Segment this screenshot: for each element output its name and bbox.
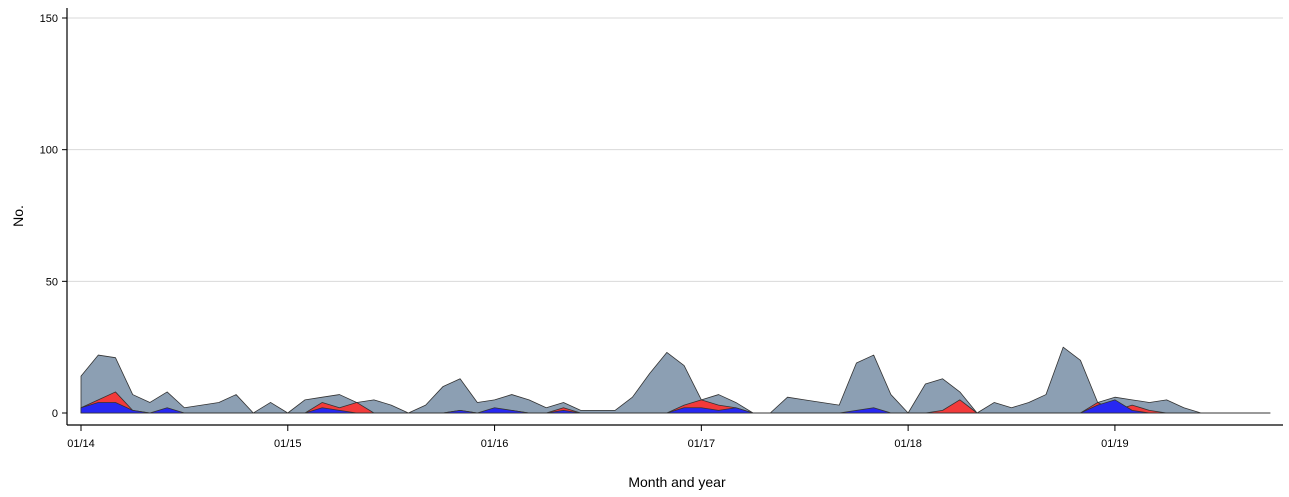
y-axis-label: No. bbox=[10, 205, 26, 227]
x-tick-label: 01/16 bbox=[481, 438, 509, 450]
x-tick-label: 01/19 bbox=[1101, 438, 1129, 450]
x-tick-label: 01/14 bbox=[67, 438, 95, 450]
y-tick-label: 0 bbox=[52, 408, 58, 420]
area-series-group bbox=[80, 346, 1271, 414]
area-series-gray bbox=[80, 346, 1271, 414]
y-tick-label: 50 bbox=[46, 276, 58, 288]
x-tick-label: 01/17 bbox=[688, 438, 716, 450]
y-tick-label: 150 bbox=[40, 13, 58, 25]
x-tick-label: 01/18 bbox=[894, 438, 922, 450]
x-axis-label: Month and year bbox=[628, 474, 726, 490]
area-series-blue bbox=[80, 399, 1271, 414]
x-tick-label: 01/15 bbox=[274, 438, 302, 450]
y-ticks: 0 50 100 150 bbox=[40, 13, 67, 420]
x-ticks: 01/14 01/15 01/16 01/17 01/18 01/19 bbox=[67, 425, 1129, 450]
y-tick-label: 100 bbox=[40, 145, 58, 157]
gridlines bbox=[67, 17, 1283, 282]
axes bbox=[66, 8, 1283, 426]
